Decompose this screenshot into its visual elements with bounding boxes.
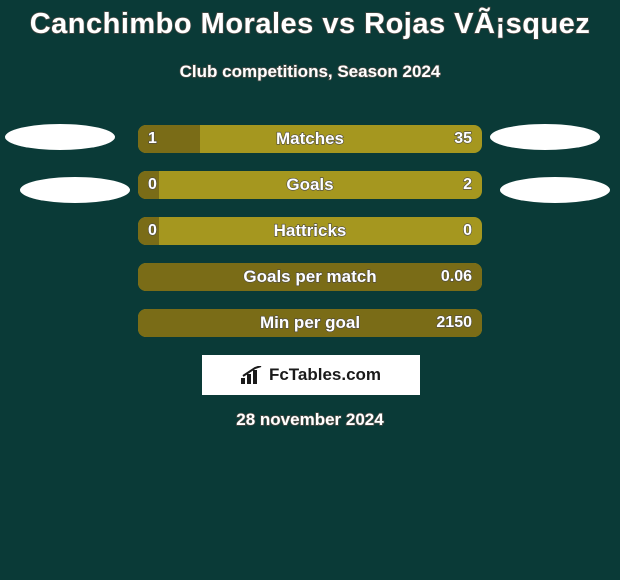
stat-bar: Hattricks0 0 [138, 217, 482, 245]
fctables-badge: FcTables.com [202, 355, 420, 395]
stat-right-value: 2 [463, 176, 472, 194]
stat-bar: Min per goal2150 [138, 309, 482, 337]
subtitle: Club competitions, Season 2024 [0, 62, 620, 82]
stat-label: Matches [138, 129, 482, 149]
page-title: Canchimbo Morales vs Rojas VÃ¡squez [0, 8, 620, 41]
stat-left-value: 1 [148, 130, 157, 148]
stat-bar: Goals per match0.06 [138, 263, 482, 291]
player-right-photo-1 [490, 124, 600, 150]
stat-left-value: 0 [148, 176, 157, 194]
badge-text: FcTables.com [269, 365, 381, 385]
player-right-photo-2 [500, 177, 610, 203]
stat-right-value: 2150 [436, 314, 472, 332]
stat-label: Min per goal [138, 313, 482, 333]
stat-left-value: 0 [148, 222, 157, 240]
stat-right-value: 35 [454, 130, 472, 148]
stat-label: Goals [138, 175, 482, 195]
stat-label: Goals per match [138, 267, 482, 287]
chart-icon [241, 366, 263, 384]
stat-bar: Goals0 2 [138, 171, 482, 199]
stat-right-value: 0.06 [441, 268, 472, 286]
comparison-infographic: Canchimbo Morales vs Rojas VÃ¡squez Club… [0, 0, 620, 580]
stat-bar: Matches1 35 [138, 125, 482, 153]
stat-label: Hattricks [138, 221, 482, 241]
player-left-photo-2 [20, 177, 130, 203]
stat-right-value: 0 [463, 222, 472, 240]
date-text: 28 november 2024 [0, 410, 620, 430]
player-left-photo-1 [5, 124, 115, 150]
